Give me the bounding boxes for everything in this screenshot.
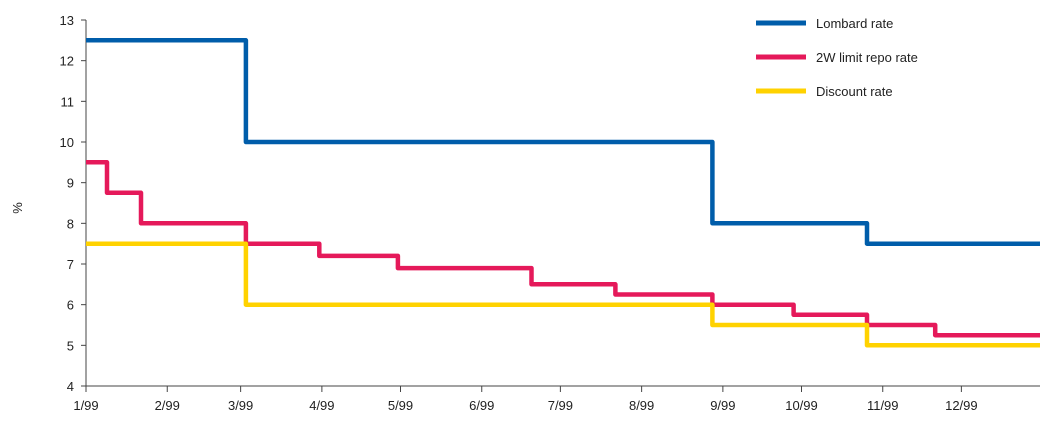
x-tick-label: 12/99 [945, 398, 978, 413]
y-tick-label: 11 [61, 94, 75, 109]
y-tick-label: 13 [60, 13, 74, 28]
x-tick-label: 6/99 [469, 398, 494, 413]
legend-label-discount-rate: Discount rate [816, 84, 893, 99]
y-tick-label: 7 [67, 257, 74, 272]
series-line-discount-rate [86, 241, 1040, 348]
legend: Lombard rate 2W limit repo rate Discount r… [756, 16, 918, 99]
x-tick-label: 4/99 [309, 398, 334, 413]
x-tick-label: 8/99 [629, 398, 654, 413]
y-tick-label: 6 [67, 298, 74, 313]
series-line-2w-limit-repo-rate [86, 160, 1040, 338]
x-tick-label: 1/99 [73, 398, 98, 413]
legend-label-lombard-rate: Lombard rate [816, 16, 893, 31]
y-tick-label: 9 [67, 176, 74, 191]
x-tick-label: 2/99 [155, 398, 180, 413]
y-axis-label: % [10, 202, 25, 214]
y-tick-label: 10 [60, 135, 74, 150]
y-tick-label: 4 [67, 379, 74, 394]
x-tick-label: 9/99 [710, 398, 735, 413]
y-tick-label: 5 [67, 338, 74, 353]
x-tick-label: 7/99 [548, 398, 573, 413]
x-tick-label: 5/99 [388, 398, 413, 413]
axes: 4 5 6 7 8 9 10 11 12 13 1/99 2/99 3/99 4/99 5/99 6/99 7/… [60, 13, 1040, 413]
series-line-lombard-rate [86, 38, 1040, 246]
x-tick-label: 10/99 [785, 398, 818, 413]
y-tick-label: 8 [67, 216, 74, 231]
x-tick-label: 3/99 [228, 398, 253, 413]
legend-label-2w-limit-repo-rate: 2W limit repo rate [816, 50, 918, 65]
x-tick-label: 11/99 [867, 398, 899, 413]
series-lines [86, 38, 1040, 348]
y-tick-label: 12 [60, 54, 74, 69]
